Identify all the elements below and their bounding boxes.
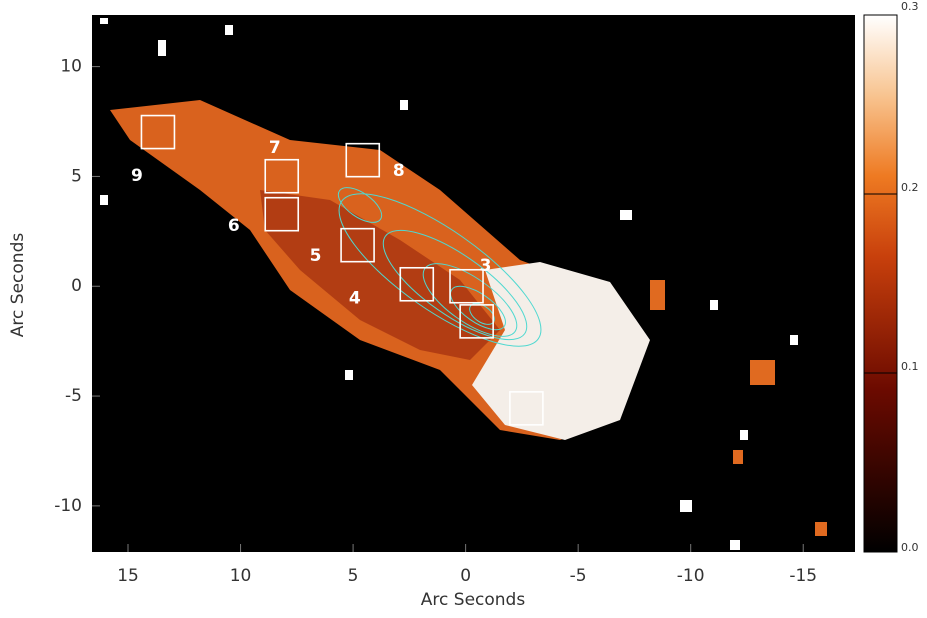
y-tick-label: 0 <box>71 276 82 296</box>
region-box <box>140 114 176 150</box>
region-box <box>345 142 381 178</box>
region-box <box>340 227 375 263</box>
colorbar-tick-label: 0.0 <box>901 541 919 554</box>
y-tick-label: 10 <box>60 57 82 77</box>
y-tick-label: 5 <box>71 166 82 186</box>
map-image <box>92 15 855 552</box>
x-tick-label: -15 <box>789 566 817 586</box>
colorbar-tick-label: 0.2 <box>901 181 919 194</box>
y-tick-label: -10 <box>54 496 82 516</box>
region-label: 7 <box>269 138 281 158</box>
region-label: 8 <box>393 161 405 181</box>
x-tick-label: 15 <box>117 566 139 586</box>
x-tick-label: 0 <box>460 566 471 586</box>
colorbar-tick-label: 0.3 <box>901 0 919 13</box>
region-box <box>509 391 544 426</box>
region-box <box>264 158 300 194</box>
region-label: 3 <box>480 256 492 276</box>
region-box <box>264 196 300 232</box>
region-box <box>399 266 435 302</box>
colorbar-tick-label: 0.1 <box>901 360 919 373</box>
region-label: 9 <box>131 166 143 186</box>
x-axis-title: Arc Seconds <box>421 590 526 610</box>
colorbar <box>863 14 898 553</box>
x-tick-label: -5 <box>570 566 587 586</box>
x-tick-label: -10 <box>677 566 705 586</box>
x-tick-label: 5 <box>348 566 359 586</box>
region-label: 6 <box>228 216 240 236</box>
y-tick-label: -5 <box>65 386 82 406</box>
x-tick-label: 10 <box>230 566 252 586</box>
region-box <box>459 304 494 339</box>
region-label: 4 <box>349 288 361 308</box>
y-axis-title: Arc Seconds <box>8 233 28 338</box>
region-label: 5 <box>310 246 322 266</box>
region-box <box>449 268 484 304</box>
